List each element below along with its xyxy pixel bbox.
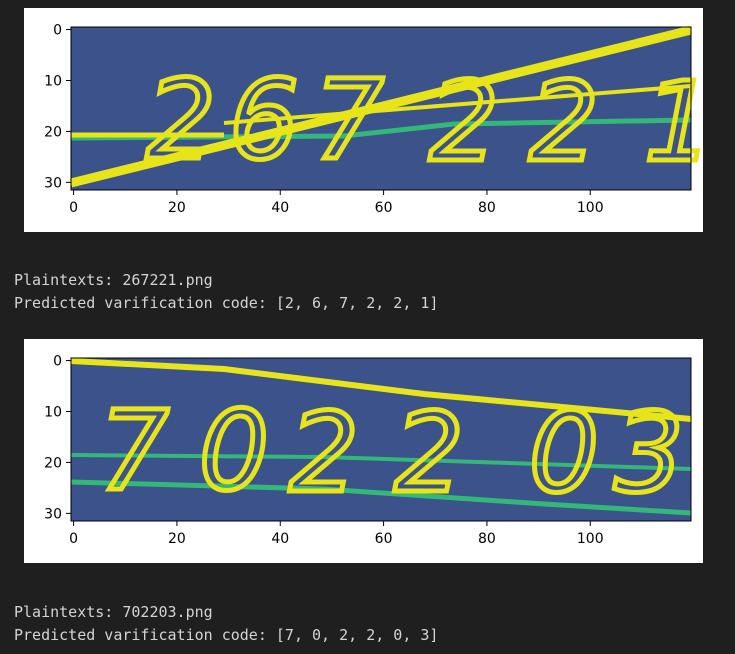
captcha-heatmap-1: 2 6 7 2 2 1 0 20 40 60 80 100 0 10 20 30	[44, 23, 703, 216]
captcha-digit: 7	[314, 56, 384, 184]
x-tick-label: 60	[375, 531, 393, 547]
y-tick-label: 10	[44, 404, 62, 420]
captcha-digit: 2	[146, 56, 216, 184]
predicted-code-line-1: Predicted varification code: [2, 6, 7, 2…	[14, 294, 439, 312]
output-plot-2: 7 0 2 2 0 3 0 20 40 60 80 100 0 10 20 30	[24, 339, 703, 563]
x-tick-label: 0	[69, 531, 78, 547]
x-tick-label: 40	[271, 200, 289, 216]
x-tick-label: 100	[577, 531, 604, 547]
noise-line	[70, 453, 692, 471]
axis-ticks: 0 20 40 60 80 100 0 10 20 30	[44, 23, 603, 216]
y-tick-label: 0	[53, 354, 62, 370]
noise-line	[70, 358, 692, 422]
y-tick-label: 20	[44, 124, 62, 140]
captcha-digit: 0	[199, 387, 269, 515]
y-tick-label: 20	[44, 455, 62, 471]
x-tick-label: 40	[271, 531, 289, 547]
y-tick-label: 30	[44, 175, 62, 191]
x-tick-label: 100	[577, 200, 604, 216]
captcha-digit: 2	[289, 389, 359, 517]
x-tick-label: 60	[375, 200, 393, 216]
noise-line	[223, 84, 692, 125]
x-tick-label: 20	[168, 200, 186, 216]
axes-frame	[70, 26, 692, 191]
predicted-code-line-2: Predicted varification code: [7, 0, 2, 2…	[14, 626, 439, 644]
y-tick-label: 30	[44, 506, 62, 522]
plaintexts-line-2: Plaintexts: 702203.png	[14, 603, 213, 621]
y-tick-label: 0	[53, 23, 62, 39]
captcha-digit: 7	[99, 387, 169, 515]
x-tick-label: 80	[478, 531, 496, 547]
captcha-digit: 6	[229, 56, 299, 184]
captcha-digit: 2	[429, 58, 499, 186]
plaintexts-line-1: Plaintexts: 267221.png	[14, 271, 213, 289]
captcha-digit: 2	[394, 389, 464, 517]
x-tick-label: 0	[69, 200, 78, 216]
x-tick-label: 20	[168, 531, 186, 547]
captcha-digit: 2	[529, 58, 599, 186]
captcha-digit: 3	[614, 389, 684, 517]
captcha-digit: 1	[644, 58, 703, 186]
noise-line	[69, 25, 693, 188]
x-tick-label: 80	[478, 200, 496, 216]
captcha-heatmap-2: 7 0 2 2 0 3 0 20 40 60 80 100 0 10 20 30	[44, 354, 692, 547]
axes-frame	[70, 357, 692, 522]
noise-line	[70, 479, 692, 516]
captcha-digit: 0	[529, 389, 599, 517]
output-plot-1: 2 6 7 2 2 1 0 20 40 60 80 100 0 10 20 30	[24, 8, 703, 232]
y-tick-label: 10	[44, 73, 62, 89]
